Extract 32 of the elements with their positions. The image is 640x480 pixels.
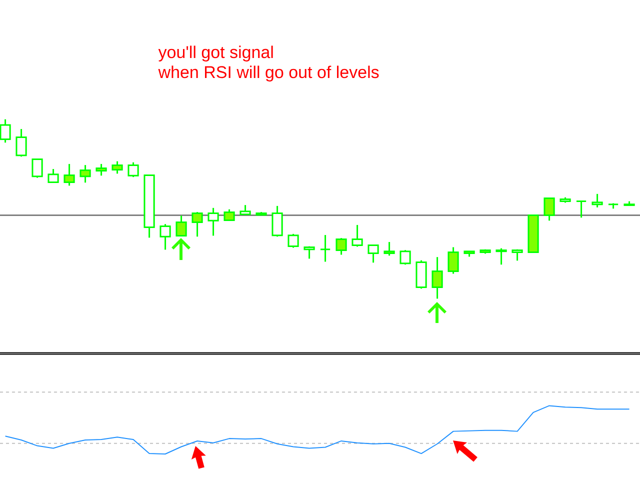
candlestick	[288, 233, 299, 248]
candlestick	[224, 208, 235, 222]
candlestick	[208, 207, 219, 236]
candlestick	[176, 214, 187, 236]
candlestick	[16, 128, 27, 158]
candlestick	[64, 163, 75, 186]
candlestick	[496, 248, 507, 266]
candlestick	[304, 246, 315, 260]
candlestick	[336, 237, 347, 256]
candlestick	[128, 162, 139, 178]
candlestick	[544, 197, 555, 222]
candlestick	[400, 249, 411, 266]
candlestick	[368, 244, 379, 264]
candlestick	[32, 158, 43, 179]
candlestick	[192, 211, 203, 238]
candlestick	[384, 241, 395, 256]
candlestick	[576, 200, 587, 218]
text: you'll got signal	[158, 46, 273, 62]
candlestick	[272, 205, 283, 238]
candlestick	[48, 168, 59, 184]
candlestick	[592, 193, 603, 208]
candlestick	[96, 163, 107, 176]
candlestick	[320, 234, 331, 262]
candlestick	[448, 246, 459, 275]
candlestick	[432, 256, 443, 300]
candlestick	[112, 160, 123, 174]
candlestick	[80, 164, 91, 184]
text: when RSI will go out of levels	[158, 66, 379, 82]
candlestick	[160, 223, 171, 250]
candlestick	[240, 204, 251, 216]
candlestick	[352, 224, 363, 248]
candlestick	[0, 118, 11, 144]
